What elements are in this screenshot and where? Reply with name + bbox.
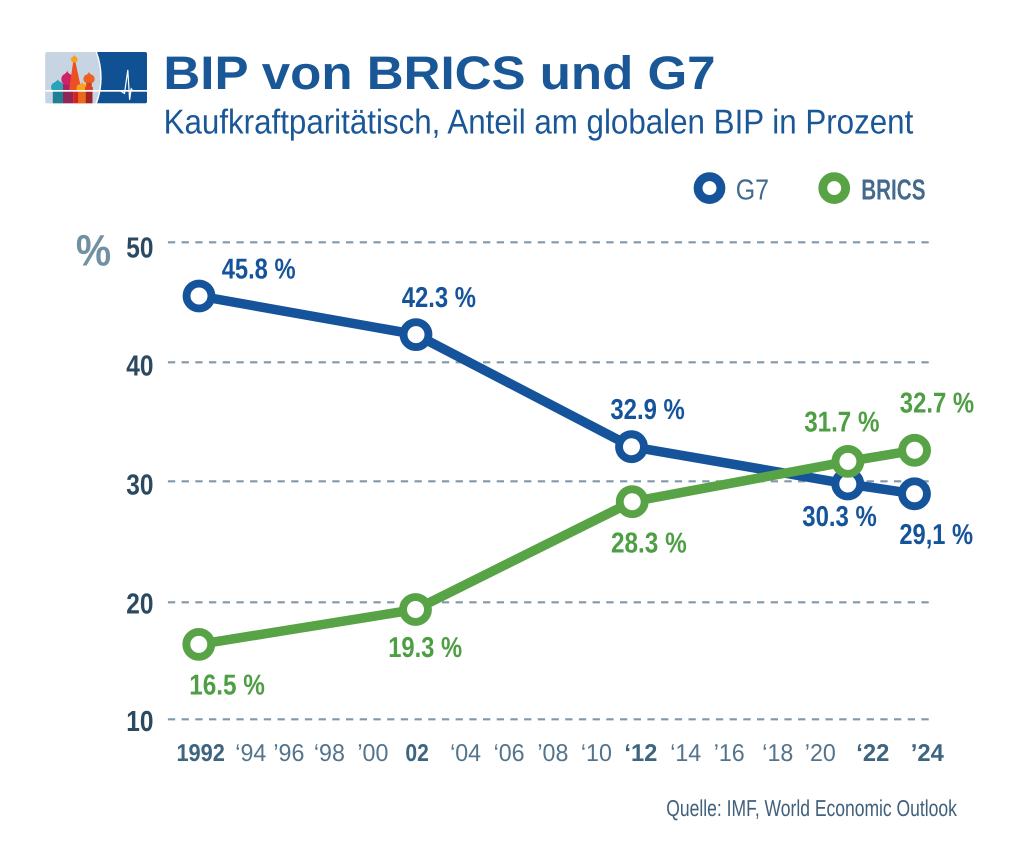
svg-text:‘12: ‘12 — [624, 740, 657, 767]
svg-text:‘04: ‘04 — [450, 740, 481, 767]
svg-text:50: 50 — [126, 233, 153, 265]
svg-text:42.3 %: 42.3 % — [402, 282, 476, 314]
svg-text:16.5 %: 16.5 % — [189, 669, 265, 701]
svg-text:20: 20 — [126, 589, 153, 621]
svg-text:‘18: ‘18 — [762, 740, 793, 767]
svg-text:32.7 %: 32.7 % — [900, 387, 974, 419]
svg-text:’24: ’24 — [911, 740, 944, 767]
svg-text:‘94: ‘94 — [235, 740, 266, 767]
svg-text:’20: ’20 — [805, 740, 836, 767]
svg-text:45.8 %: 45.8 % — [222, 254, 296, 286]
svg-text:10: 10 — [126, 706, 153, 738]
svg-text:‘06: ‘06 — [494, 740, 525, 767]
svg-text:40: 40 — [126, 350, 153, 382]
svg-text:1992: 1992 — [176, 740, 225, 767]
svg-text:30.3 %: 30.3 % — [802, 501, 877, 533]
svg-text:29,1 %: 29,1 % — [899, 519, 973, 551]
svg-text:‘14: ‘14 — [670, 740, 701, 767]
svg-text:32.9 %: 32.9 % — [610, 394, 684, 426]
svg-text:G7: G7 — [736, 175, 769, 207]
svg-text:’96: ’96 — [273, 740, 304, 767]
svg-text:%: % — [76, 227, 111, 276]
svg-text:31.7 %: 31.7 % — [804, 407, 879, 439]
svg-text:‘10: ‘10 — [581, 740, 612, 767]
svg-text:BRICS: BRICS — [861, 175, 925, 207]
svg-text:BIP von BRICS und G7: BIP von BRICS und G7 — [163, 46, 715, 99]
svg-text:28.3 %: 28.3 % — [611, 528, 687, 560]
svg-text:19.3 %: 19.3 % — [388, 632, 462, 664]
svg-text:’16: ’16 — [714, 740, 745, 767]
svg-text:’00: ’00 — [357, 740, 388, 767]
svg-text:02: 02 — [405, 740, 429, 767]
svg-text:’08: ’08 — [537, 740, 568, 767]
svg-text:Quelle: IMF, World Economic Ou: Quelle: IMF, World Economic Outlook — [666, 795, 957, 821]
svg-text:‘22: ‘22 — [856, 740, 889, 767]
svg-text:‘98: ‘98 — [314, 740, 345, 767]
svg-text:30: 30 — [126, 469, 153, 501]
svg-text:Kaufkraftparitätisch, Anteil a: Kaufkraftparitätisch, Anteil am globalen… — [164, 103, 914, 141]
